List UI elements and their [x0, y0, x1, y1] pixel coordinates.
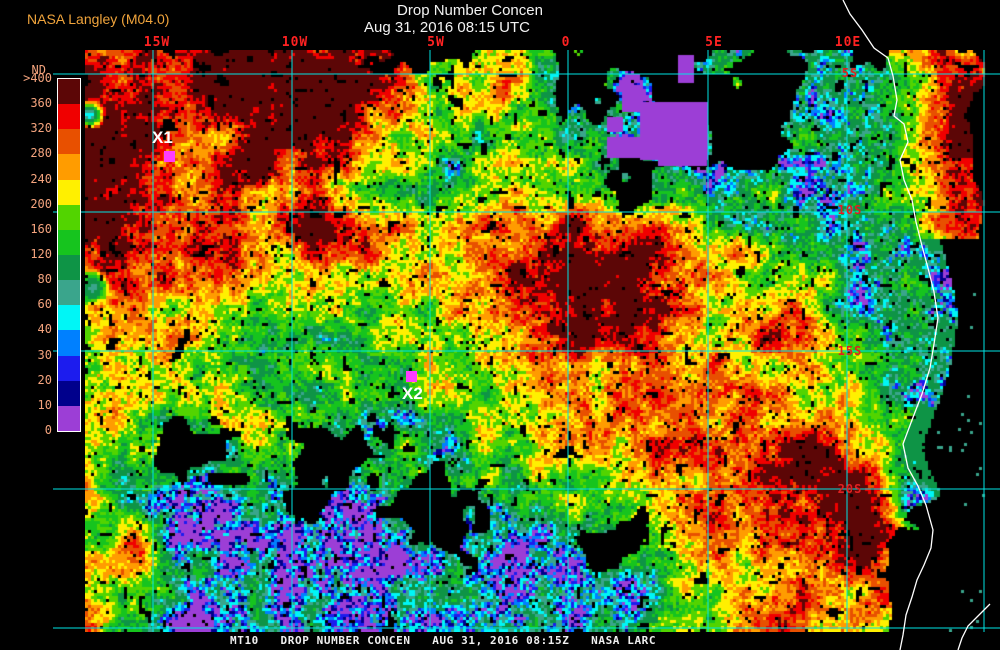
colorbar-tick-label: 360 — [30, 96, 52, 111]
colorbar — [57, 78, 81, 432]
nasa-langley-credit: NASA Langley (M04.0) — [27, 11, 170, 27]
page-title: Drop Number Concen — [397, 2, 543, 19]
colorbar-segment — [58, 104, 80, 130]
colorbar-tick-label: 280 — [30, 146, 52, 161]
colorbar-tick-label: 0 — [44, 423, 52, 437]
colorbar-tick-label: 120 — [30, 247, 52, 261]
marker-dot-X1 — [164, 151, 175, 162]
marker-dot-X2 — [406, 371, 417, 382]
colorbar-segment — [58, 129, 80, 155]
colorbar-segment — [58, 179, 80, 205]
colorbar-tick-label: 30 — [37, 347, 52, 362]
colorbar-title: ND — [31, 63, 46, 77]
marker-label-X2: X2 — [402, 384, 423, 403]
colorbar-tick-label: 10 — [37, 397, 52, 412]
satellite-raster — [85, 50, 1000, 632]
lat-label-15S: 15S — [837, 344, 863, 358]
lon-label-0: 0 — [561, 35, 571, 50]
colorbar-segment — [58, 229, 80, 255]
colorbar-tick-label: 320 — [30, 121, 52, 136]
lon-label-10W: 10W — [281, 35, 309, 50]
colorbar-tick-label: 240 — [30, 171, 52, 186]
colorbar-segment — [58, 79, 80, 105]
colorbar-segment — [58, 405, 80, 431]
colorbar-segment — [58, 305, 80, 331]
colorbar-tick-label: 80 — [37, 272, 52, 287]
lon-label-5W: 5W — [427, 35, 445, 50]
marker-label-X1: X1 — [152, 128, 173, 147]
colorbar-tick-label: 60 — [37, 297, 52, 312]
colorbar-tick-label: 200 — [30, 196, 52, 211]
colorbar-tick-label: 40 — [37, 322, 52, 337]
lon-label-15W: 15W — [143, 35, 171, 50]
colorbar-segment — [58, 280, 80, 306]
timestamp-subtitle: Aug 31, 2016 08:15 UTC — [364, 19, 530, 36]
colorbar-segment — [58, 204, 80, 230]
colorbar-segment — [58, 380, 80, 406]
lat-label-20S: 20S — [837, 482, 863, 496]
colorbar-tick-label: 160 — [30, 221, 52, 236]
colorbar-segment — [58, 154, 80, 180]
lat-label-10S: 10S — [837, 203, 863, 217]
lon-label-5E: 5E — [705, 35, 723, 50]
colorbar-segment — [58, 330, 80, 356]
lat-label-5S: 5S — [841, 66, 859, 80]
lon-label-10E: 10E — [834, 35, 862, 50]
colorbar-segment — [58, 355, 80, 381]
colorbar-tick-label: >400 — [23, 71, 52, 85]
status-bar: MT10 DROP NUMBER CONCEN AUG 31, 2016 08:… — [230, 634, 657, 647]
colorbar-segment — [58, 254, 80, 281]
colorbar-tick-label: 20 — [37, 372, 52, 387]
